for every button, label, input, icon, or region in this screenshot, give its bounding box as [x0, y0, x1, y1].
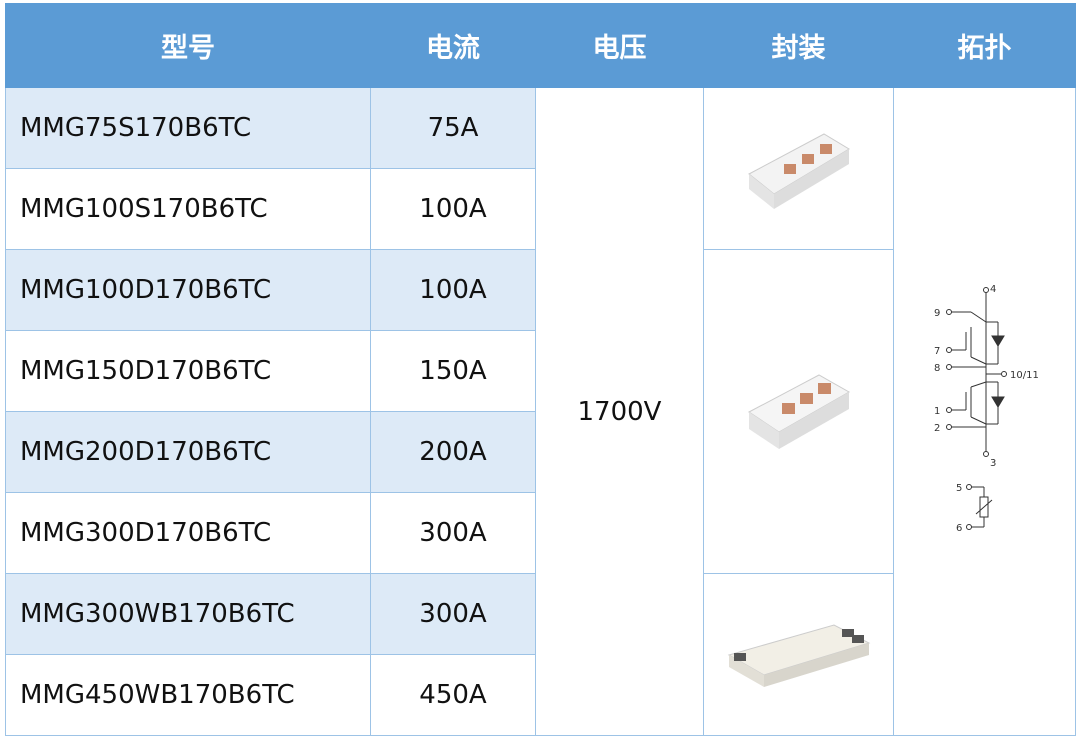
product-table: 型号 电流 电压 封装 拓扑 MMG75S170B6TC 75A 1700V 9…	[5, 3, 1076, 736]
pin-label: 5	[956, 483, 962, 494]
model-cell: MMG300D170B6TC	[5, 492, 371, 574]
current-cell: 100A	[370, 249, 536, 331]
header-voltage: 电压	[535, 3, 704, 88]
current-cell: 100A	[370, 168, 536, 250]
pin-label: 10/11	[1010, 370, 1039, 381]
table-row: MMG75S170B6TC 75A 1700V 9 7 8 1 2 4 3 10/11 5…	[5, 87, 1076, 736]
header-current: 电流	[370, 3, 536, 88]
pin-label: 9	[934, 308, 940, 319]
package-image-d	[703, 249, 894, 574]
pin-label: 4	[990, 284, 996, 295]
current-cell: 150A	[370, 330, 536, 412]
pin-label: 6	[956, 523, 962, 534]
current-cell: 450A	[370, 654, 536, 736]
current-cell: 300A	[370, 492, 536, 574]
topology-diagram: 9 7 8 1 2 4 3 10/11 5 6	[893, 87, 1076, 736]
model-cell: MMG300WB170B6TC	[5, 573, 371, 655]
pin-label: 2	[934, 423, 940, 434]
pin-label: 7	[934, 346, 940, 357]
table-row: MMG100S170B6TC 100A	[5, 168, 1076, 250]
header-model: 型号	[5, 3, 371, 88]
model-cell: MMG75S170B6TC	[5, 87, 371, 169]
header-package: 封装	[703, 3, 894, 88]
table-row: MMG450WB170B6TC 450A	[5, 654, 1076, 736]
header-topology: 拓扑	[893, 3, 1076, 88]
model-cell: MMG200D170B6TC	[5, 411, 371, 493]
model-cell: MMG100S170B6TC	[5, 168, 371, 250]
voltage-cell: 1700V	[535, 87, 704, 736]
current-cell: 300A	[370, 573, 536, 655]
package-image-s	[703, 87, 894, 250]
model-cell: MMG150D170B6TC	[5, 330, 371, 412]
current-cell: 200A	[370, 411, 536, 493]
current-cell: 75A	[370, 87, 536, 169]
model-cell: MMG100D170B6TC	[5, 249, 371, 331]
pin-label: 8	[934, 363, 940, 374]
package-image-wb	[703, 573, 894, 736]
table-row: MMG100D170B6TC 100A	[5, 249, 1076, 574]
table-row: MMG300WB170B6TC 300A	[5, 573, 1076, 736]
pin-label: 3	[990, 458, 996, 469]
table-row: MMG200D170B6TC 200A	[5, 411, 1076, 493]
model-cell: MMG450WB170B6TC	[5, 654, 371, 736]
pin-label: 1	[934, 406, 940, 417]
header-row: 型号 电流 电压 封装 拓扑	[5, 3, 1076, 88]
